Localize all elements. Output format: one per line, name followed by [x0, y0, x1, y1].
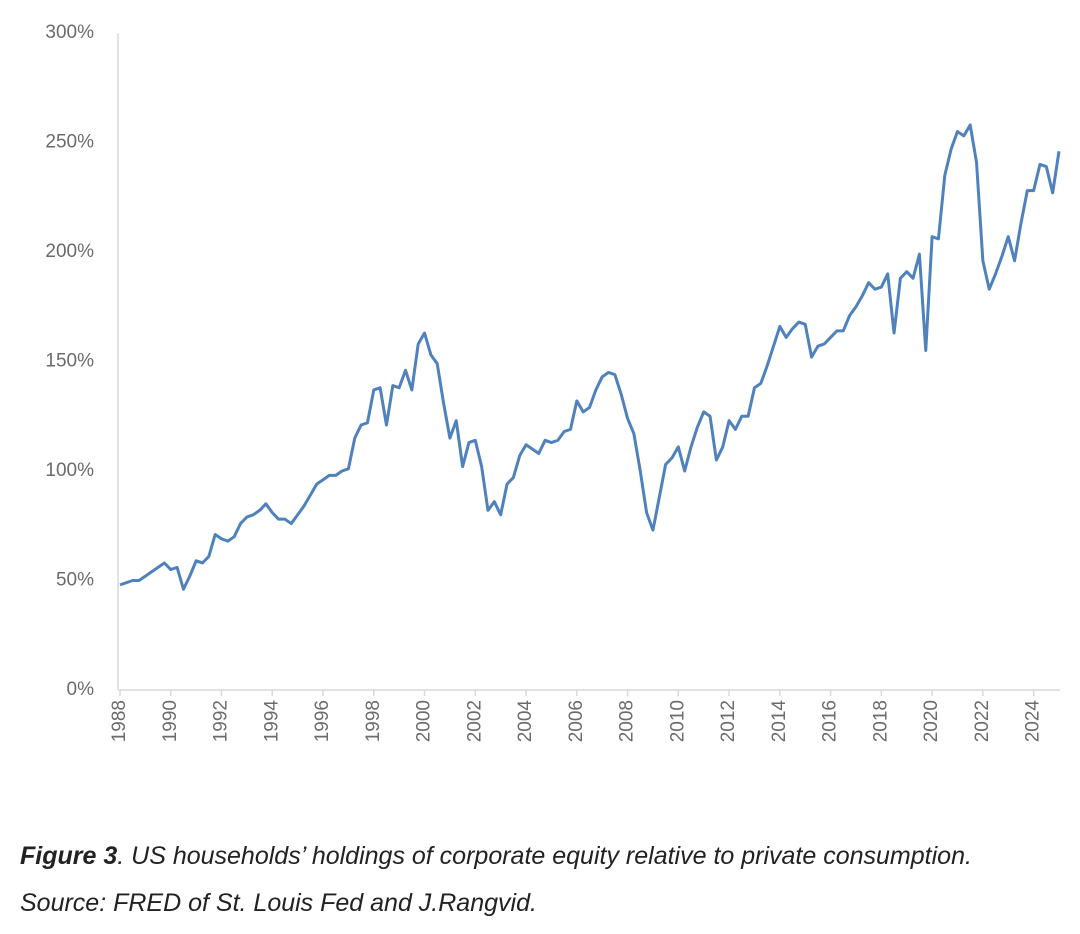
y-tick-label: 200% — [45, 241, 94, 262]
figure-label: Figure 3 — [20, 842, 117, 870]
y-tick-label: 100% — [45, 460, 94, 481]
x-tick-label: 2018 — [870, 700, 891, 742]
x-tick-label: 2020 — [921, 700, 942, 742]
y-tick-label: 250% — [45, 132, 94, 153]
x-tick-label: 2000 — [414, 700, 435, 742]
x-tick-label: 2002 — [464, 700, 485, 742]
y-tick-label: 0% — [67, 679, 95, 700]
x-tick-label: 2008 — [617, 700, 638, 742]
y-tick-label: 300% — [45, 22, 94, 43]
x-tick-label: 2010 — [667, 700, 688, 742]
caption-text: . US households’ holdings of corporate e… — [117, 842, 972, 870]
caption-source: Source: FRED of St. Louis Fed and J.Rang… — [20, 889, 537, 917]
x-tick-label: 2006 — [566, 700, 587, 742]
x-tick-label: 1998 — [363, 700, 384, 742]
y-tick-label: 50% — [56, 570, 94, 591]
x-tick-label: 2024 — [1023, 700, 1044, 743]
x-tick-label: 2014 — [769, 700, 790, 743]
data-line — [119, 123, 1061, 591]
x-tick-label: 2012 — [718, 700, 739, 742]
x-tick-label: 1988 — [109, 700, 130, 742]
y-tick-label: 150% — [45, 351, 94, 372]
x-tick-label: 1996 — [312, 700, 333, 742]
x-tick-label: 2022 — [972, 700, 993, 742]
caption: Figure 3. US households’ holdings of cor… — [20, 842, 972, 870]
x-tick-label: 1992 — [211, 700, 232, 742]
x-tick-label: 2004 — [515, 700, 536, 743]
x-tick-label: 2016 — [820, 700, 841, 742]
x-tick-label: 1994 — [261, 700, 282, 743]
x-tick-label: 1990 — [160, 700, 181, 742]
